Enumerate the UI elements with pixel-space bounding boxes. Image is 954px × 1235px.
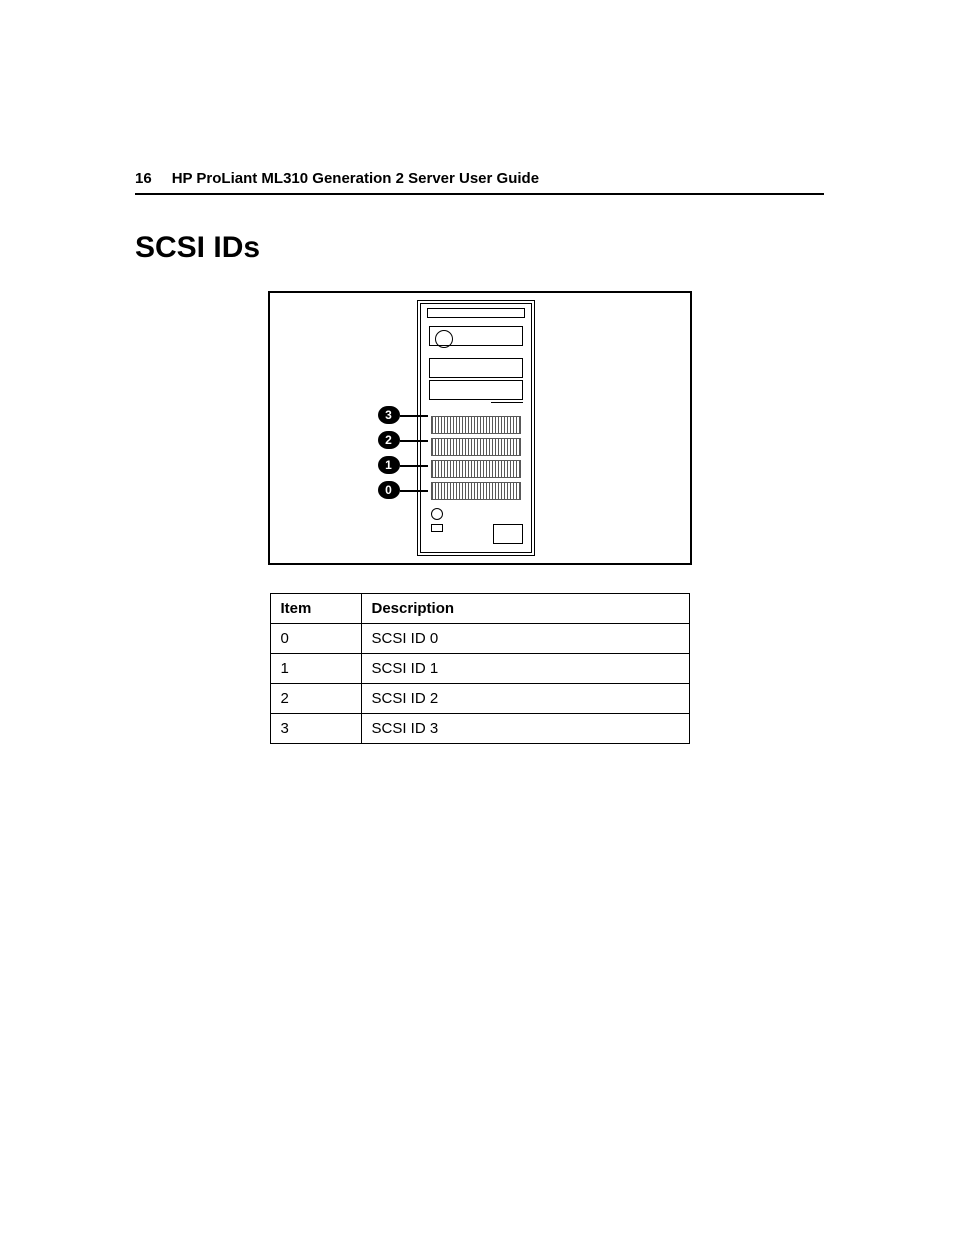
table-row: 1 SCSI ID 1 xyxy=(270,654,689,684)
drive-bay xyxy=(431,482,521,500)
doc-title: HP ProLiant ML310 Generation 2 Server Us… xyxy=(172,170,539,187)
cell-item: 1 xyxy=(270,654,361,684)
leader-line xyxy=(400,440,428,442)
scsi-table: Item Description 0 SCSI ID 0 1 SCSI ID 1… xyxy=(270,593,690,744)
callout-0: 0 xyxy=(378,481,400,499)
table-row: 2 SCSI ID 2 xyxy=(270,684,689,714)
leader-line xyxy=(400,490,428,492)
cell-item: 0 xyxy=(270,624,361,654)
page-number: 16 xyxy=(135,170,152,187)
cell-desc: SCSI ID 1 xyxy=(361,654,689,684)
drive-bay xyxy=(431,438,521,456)
table-row: 3 SCSI ID 3 xyxy=(270,714,689,744)
leader-line xyxy=(400,465,428,467)
table-row: 0 SCSI ID 0 xyxy=(270,624,689,654)
cell-item: 2 xyxy=(270,684,361,714)
callout-2: 2 xyxy=(378,431,400,449)
server-tower-icon xyxy=(420,303,532,553)
page-header: 16 HP ProLiant ML310 Generation 2 Server… xyxy=(135,170,824,195)
callout-1: 1 xyxy=(378,456,400,474)
cell-item: 3 xyxy=(270,714,361,744)
callout-3: 3 xyxy=(378,406,400,424)
leader-line xyxy=(400,415,428,417)
col-header-description: Description xyxy=(361,594,689,624)
cell-desc: SCSI ID 0 xyxy=(361,624,689,654)
cell-desc: SCSI ID 2 xyxy=(361,684,689,714)
drive-bay xyxy=(431,416,521,434)
section-title: SCSI IDs xyxy=(135,231,824,265)
scsi-figure: 3 2 1 0 xyxy=(268,291,692,565)
drive-bay xyxy=(431,460,521,478)
cell-desc: SCSI ID 3 xyxy=(361,714,689,744)
col-header-item: Item xyxy=(270,594,361,624)
